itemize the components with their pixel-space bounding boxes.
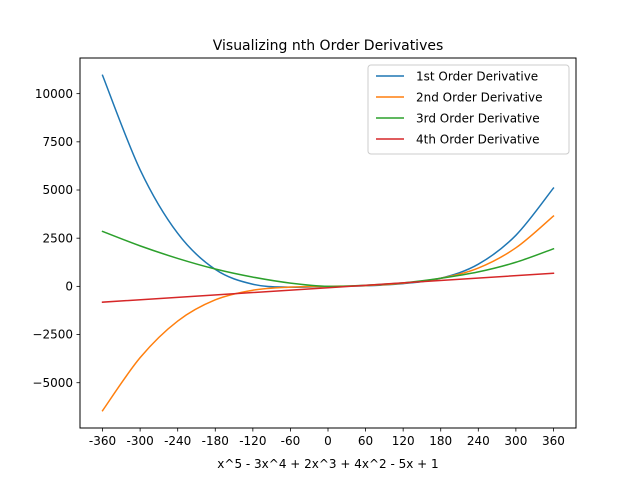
x-tick-label: -60 [281,434,301,448]
y-tick-label: 0 [65,280,73,294]
x-axis-ticks: -360 -300 -240 -180 -120 -60 0 60 120 180 240 300 36… [89,428,565,448]
y-tick-label: −2500 [32,328,73,342]
legend-label-1: 1st Order Derivative [416,69,538,83]
y-tick-label: 7500 [42,135,73,149]
y-tick-label: 10000 [35,87,73,101]
legend-label-3: 3rd Order Derivative [416,111,540,125]
x-tick-label: -240 [164,434,191,448]
x-tick-label: -180 [202,434,229,448]
x-tick-label: 60 [358,434,373,448]
legend-label-4: 4th Order Derivative [416,132,540,146]
legend-label-2: 2nd Order Derivative [416,90,542,104]
x-tick-label: 180 [429,434,452,448]
x-tick-label: -360 [89,434,116,448]
x-tick-label: -120 [239,434,266,448]
x-tick-label: 0 [324,434,332,448]
legend-entries: 1st Order Derivative 2nd Order Derivative… [376,69,542,146]
y-axis-ticks: −5000 −2500 0 2500 5000 7500 10000 [32,87,80,390]
legend-box [367,64,570,155]
x-tick-label: 240 [467,434,490,448]
x-tick-label: 120 [392,434,415,448]
series-line-4 [101,272,555,303]
y-tick-label: 5000 [42,183,73,197]
x-tick-label: -300 [127,434,154,448]
x-axis-label: x^5 - 3x^4 + 2x^3 + 4x^2 - 5x + 1 [217,457,438,471]
series-line-3 [101,230,555,288]
legend: 1st Order Derivative 2nd Order Derivative… [367,64,570,155]
y-tick-label: −5000 [32,376,73,390]
x-tick-label: 300 [504,434,527,448]
series-line-2 [101,214,555,412]
x-tick-label: 360 [542,434,565,448]
y-tick-label: 2500 [42,231,73,245]
series-layer [101,74,555,412]
chart-title: Visualizing nth Order Derivatives [213,38,444,54]
